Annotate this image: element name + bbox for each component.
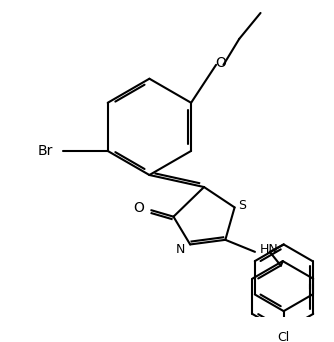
Text: N: N (176, 242, 186, 255)
Text: O: O (215, 56, 226, 70)
Text: S: S (238, 199, 246, 212)
Text: Cl: Cl (278, 331, 290, 342)
Text: Br: Br (38, 144, 53, 158)
Text: HN: HN (260, 242, 278, 255)
Text: O: O (133, 201, 144, 215)
